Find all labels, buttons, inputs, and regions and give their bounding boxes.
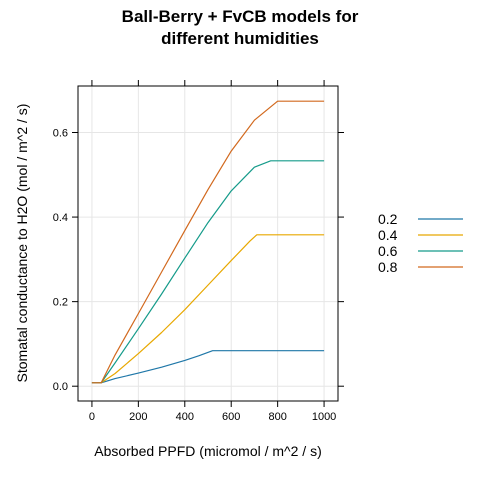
x-tick-label: 1000 <box>312 411 336 423</box>
series-line-0.4 <box>91 234 325 384</box>
plot-frame <box>77 85 339 402</box>
legend-label: 0.4 <box>378 227 398 243</box>
chart-title-line-2: different humidities <box>161 29 319 48</box>
y-axis-label: Stomatal conductance to H2O (mol / m^2 /… <box>14 104 30 383</box>
grid <box>78 86 338 401</box>
legend: 0.20.40.60.8 <box>378 211 463 275</box>
legend-label: 0.2 <box>378 211 398 227</box>
series-lines <box>91 100 325 384</box>
x-tick-label: 0 <box>89 411 95 423</box>
x-tick-label: 800 <box>268 411 286 423</box>
chart-title-line-1: Ball-Berry + FvCB models for <box>122 7 359 26</box>
legend-label: 0.8 <box>378 259 398 275</box>
legend-label: 0.6 <box>378 243 398 259</box>
x-tick-label: 200 <box>129 411 147 423</box>
y-tick-label: 0.0 <box>53 381 68 393</box>
x-axis-label: Absorbed PPFD (micromol / m^2 / s) <box>94 443 322 459</box>
y-tick-label: 0.2 <box>53 297 68 309</box>
x-tick-label: 600 <box>222 411 240 423</box>
y-tick-label: 0.6 <box>53 128 68 140</box>
series-line-0.6 <box>91 160 325 384</box>
axis-ticks: 0 200 400 600 800 1000 0.0 0.2 0.4 0.6 <box>53 80 344 423</box>
series-line-0.2 <box>91 350 325 384</box>
x-tick-label: 400 <box>176 411 194 423</box>
series-line-0.8 <box>91 100 325 384</box>
y-tick-label: 0.4 <box>53 212 68 224</box>
